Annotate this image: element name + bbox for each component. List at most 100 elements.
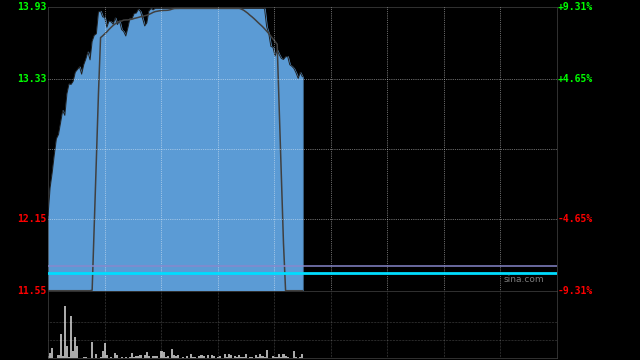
Bar	[173, 355, 175, 358]
Bar	[182, 357, 184, 358]
Bar	[104, 343, 106, 358]
Bar	[120, 357, 123, 358]
Bar	[143, 355, 146, 358]
Bar	[278, 354, 280, 358]
Bar	[213, 356, 215, 358]
Bar	[106, 355, 108, 358]
Bar	[194, 357, 196, 358]
Bar	[70, 316, 72, 358]
Bar	[116, 355, 118, 358]
Bar	[259, 354, 261, 358]
Bar	[171, 349, 173, 358]
Bar	[161, 351, 163, 358]
Bar	[255, 355, 257, 358]
Bar	[163, 352, 164, 358]
Text: 12.15: 12.15	[18, 214, 47, 224]
Bar	[223, 355, 226, 358]
Bar	[91, 342, 93, 358]
Bar	[190, 354, 192, 358]
Bar	[295, 357, 297, 358]
Bar	[81, 357, 83, 358]
Text: 13.93: 13.93	[18, 2, 47, 12]
Bar	[221, 357, 223, 358]
Bar	[200, 355, 202, 358]
Bar	[150, 357, 152, 358]
Bar	[95, 355, 97, 358]
Bar	[285, 356, 287, 358]
Bar	[226, 357, 228, 358]
Bar	[241, 357, 243, 358]
Bar	[53, 357, 55, 358]
Bar	[51, 348, 53, 358]
Bar	[129, 357, 131, 358]
Bar	[205, 357, 207, 358]
Bar	[280, 357, 282, 358]
Bar	[238, 355, 241, 358]
Bar	[287, 357, 289, 358]
Bar	[230, 355, 232, 358]
Bar	[74, 337, 76, 358]
Bar	[102, 351, 104, 358]
Bar	[66, 346, 68, 358]
Bar	[49, 352, 51, 358]
Bar	[291, 357, 293, 358]
Bar	[272, 356, 274, 358]
Bar	[125, 357, 127, 358]
Bar	[167, 356, 169, 358]
Bar	[211, 355, 213, 358]
Bar	[154, 356, 156, 358]
Bar	[234, 356, 236, 358]
Bar	[97, 357, 99, 358]
Bar	[60, 334, 61, 358]
Bar	[300, 357, 301, 358]
Bar	[84, 357, 87, 358]
Bar	[207, 355, 209, 358]
Text: +4.65%: +4.65%	[558, 74, 593, 84]
Bar	[236, 357, 238, 358]
Bar	[301, 354, 303, 358]
Bar	[58, 355, 60, 358]
Bar	[243, 357, 244, 358]
Bar	[127, 357, 129, 358]
Bar	[198, 356, 200, 358]
Text: 11.55: 11.55	[18, 286, 47, 296]
Bar	[175, 356, 177, 358]
Bar	[72, 351, 74, 358]
Bar	[217, 357, 220, 358]
Text: -9.31%: -9.31%	[558, 286, 593, 296]
Bar	[164, 357, 167, 358]
Bar	[192, 357, 194, 358]
Bar	[184, 357, 186, 358]
Bar	[76, 346, 79, 358]
Bar	[186, 356, 188, 358]
Bar	[146, 352, 148, 358]
Bar	[249, 356, 251, 358]
Bar	[152, 356, 154, 358]
Bar	[148, 356, 150, 358]
Text: -4.65%: -4.65%	[558, 214, 593, 224]
Bar	[220, 356, 221, 358]
Bar	[177, 355, 179, 358]
Bar	[261, 356, 264, 358]
Bar	[140, 355, 141, 358]
Bar	[156, 356, 158, 358]
Bar	[131, 353, 133, 358]
Bar	[251, 357, 253, 358]
Bar	[274, 357, 276, 358]
Bar	[202, 356, 205, 358]
Bar	[99, 357, 102, 358]
Text: +9.31%: +9.31%	[558, 2, 593, 12]
Bar	[215, 357, 217, 358]
Text: 13.33: 13.33	[18, 74, 47, 84]
Text: sina.com: sina.com	[504, 275, 544, 284]
Bar	[228, 354, 230, 358]
Bar	[110, 357, 112, 358]
Bar	[138, 356, 140, 358]
Bar	[293, 351, 295, 358]
Bar	[257, 356, 259, 358]
Bar	[276, 357, 278, 358]
Bar	[266, 350, 268, 358]
Bar	[135, 356, 138, 358]
Bar	[61, 356, 64, 358]
Bar	[64, 306, 66, 358]
